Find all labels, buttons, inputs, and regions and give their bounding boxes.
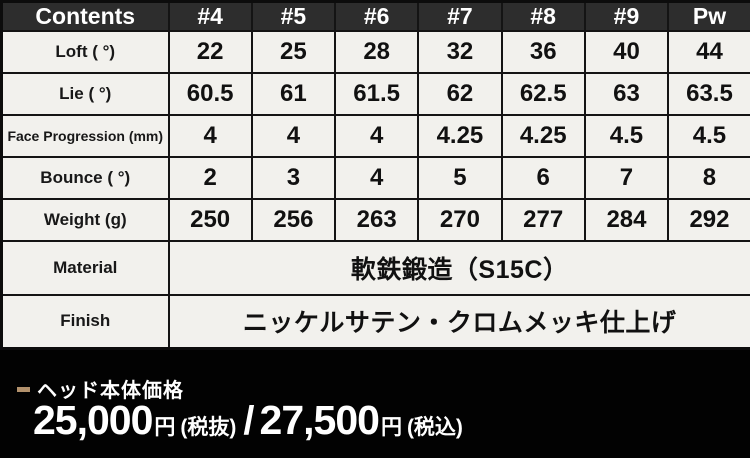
table-header-row: Contents #4 #5 #6 #7 #8 #9 Pw [0, 0, 750, 32]
cell-loft-6: 28 [334, 29, 420, 75]
price-excl-tax-yen: 円 [154, 416, 176, 439]
cell-weight-6: 263 [334, 198, 420, 243]
cell-lie-4: 60.5 [167, 72, 253, 117]
column-header-pw: Pw [667, 0, 750, 32]
cell-fp-5: 4 [250, 114, 337, 159]
column-header-6: #6 [334, 0, 420, 32]
cell-lie-6: 61.5 [334, 72, 420, 117]
cell-weight-8: 277 [500, 198, 586, 243]
table-row-lie: Lie ( °) 60.5 61 61.5 62 62.5 63 63.5 [0, 72, 750, 117]
cell-fp-4: 4 [167, 114, 253, 159]
price-section-title: ヘッド本体価格 [37, 380, 184, 402]
row-label-material: Material [0, 240, 170, 296]
table-row-bounce: Bounce ( °) 2 3 4 5 6 7 8 [0, 156, 750, 201]
price-excl-tax-amount: 25,000 [33, 397, 153, 443]
cell-bounce-7: 5 [417, 156, 503, 201]
column-header-8: #8 [500, 0, 586, 32]
cell-bounce-9: 7 [583, 156, 670, 201]
cell-lie-7: 62 [417, 72, 503, 117]
cell-bounce-8: 6 [500, 156, 586, 201]
cell-weight-9: 284 [583, 198, 670, 243]
cell-loft-7: 32 [417, 29, 503, 75]
cell-fp-8: 4.25 [500, 114, 586, 159]
cell-lie-9: 63 [583, 72, 670, 117]
row-label-loft: Loft ( °) [0, 29, 170, 75]
cell-fp-7: 4.25 [417, 114, 503, 159]
cell-fp-pw: 4.5 [667, 114, 750, 159]
price-line: 25,000 円 (税抜) / 27,500 円 (税込) [33, 397, 463, 443]
price-incl-tax-note: (税込) [406, 416, 463, 439]
cell-lie-pw: 63.5 [667, 72, 750, 117]
cell-weight-7: 270 [417, 198, 503, 243]
cell-loft-pw: 44 [667, 29, 750, 75]
cell-fp-9: 4.5 [583, 114, 670, 159]
price-separator: / [243, 399, 255, 443]
column-header-5: #5 [250, 0, 337, 32]
price-title-row: ヘッド本体価格 [17, 374, 184, 403]
table-row-weight: Weight (g) 250 256 263 270 277 284 292 [0, 198, 750, 243]
cell-loft-5: 25 [250, 29, 337, 75]
table-row-loft: Loft ( °) 22 25 28 32 36 40 44 [0, 29, 750, 75]
cell-fp-6: 4 [334, 114, 420, 159]
cell-bounce-5: 3 [250, 156, 337, 201]
column-header-7: #7 [417, 0, 503, 32]
cell-bounce-4: 2 [167, 156, 253, 201]
spec-table: Contents #4 #5 #6 #7 #8 #9 Pw Loft ( °) … [0, 0, 750, 350]
price-incl-tax-amount: 27,500 [259, 397, 380, 443]
column-header-9: #9 [583, 0, 670, 32]
cell-lie-8: 62.5 [500, 72, 586, 117]
cell-finish-value: ニッケルサテン・クロムメッキ仕上げ [167, 293, 750, 350]
cell-loft-8: 36 [500, 29, 586, 75]
price-excl-tax-note: (税抜) [180, 416, 237, 439]
bullet-dash-icon [17, 387, 30, 392]
cell-material-value: 軟鉄鍛造（S15C） [167, 240, 750, 296]
column-header-4: #4 [167, 0, 253, 32]
cell-bounce-6: 4 [334, 156, 420, 201]
cell-weight-4: 250 [167, 198, 253, 243]
price-incl-tax-yen: 円 [380, 416, 402, 439]
cell-bounce-pw: 8 [667, 156, 750, 201]
table-row-face-progression: Face Progression (mm) 4 4 4 4.25 4.25 4.… [0, 114, 750, 159]
cell-loft-4: 22 [167, 29, 253, 75]
column-header-contents: Contents [0, 0, 170, 32]
row-label-finish: Finish [0, 293, 170, 350]
cell-weight-pw: 292 [667, 198, 750, 243]
table-row-material: Material 軟鉄鍛造（S15C） [0, 240, 750, 296]
cell-loft-9: 40 [583, 29, 670, 75]
table-row-finish: Finish ニッケルサテン・クロムメッキ仕上げ [0, 293, 750, 350]
row-label-weight: Weight (g) [0, 198, 170, 243]
cell-lie-5: 61 [250, 72, 337, 117]
cell-weight-5: 256 [250, 198, 337, 243]
row-label-lie: Lie ( °) [0, 72, 170, 117]
row-label-face-progression: Face Progression (mm) [0, 114, 170, 159]
price-section: ヘッド本体価格 25,000 円 (税抜) / 27,500 円 (税込) [0, 350, 750, 458]
row-label-bounce: Bounce ( °) [0, 156, 170, 201]
